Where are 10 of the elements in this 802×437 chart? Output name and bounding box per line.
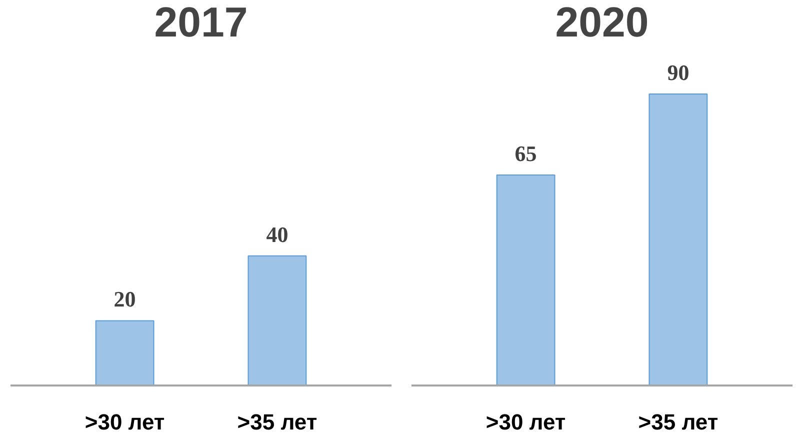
x-tick-label: >35 лет <box>638 410 718 434</box>
data-label: 40 <box>266 222 288 247</box>
x-tick-label: >30 лет <box>486 410 566 434</box>
x-tick-label: >35 лет <box>237 410 318 434</box>
x-tick-label: >30 лет <box>84 410 165 434</box>
chart-title: 2017 <box>154 0 248 46</box>
data-label: 20 <box>114 286 136 312</box>
data-label: 65 <box>514 140 537 166</box>
data-label: 90 <box>667 60 690 85</box>
chart-title: 2020 <box>555 0 649 46</box>
